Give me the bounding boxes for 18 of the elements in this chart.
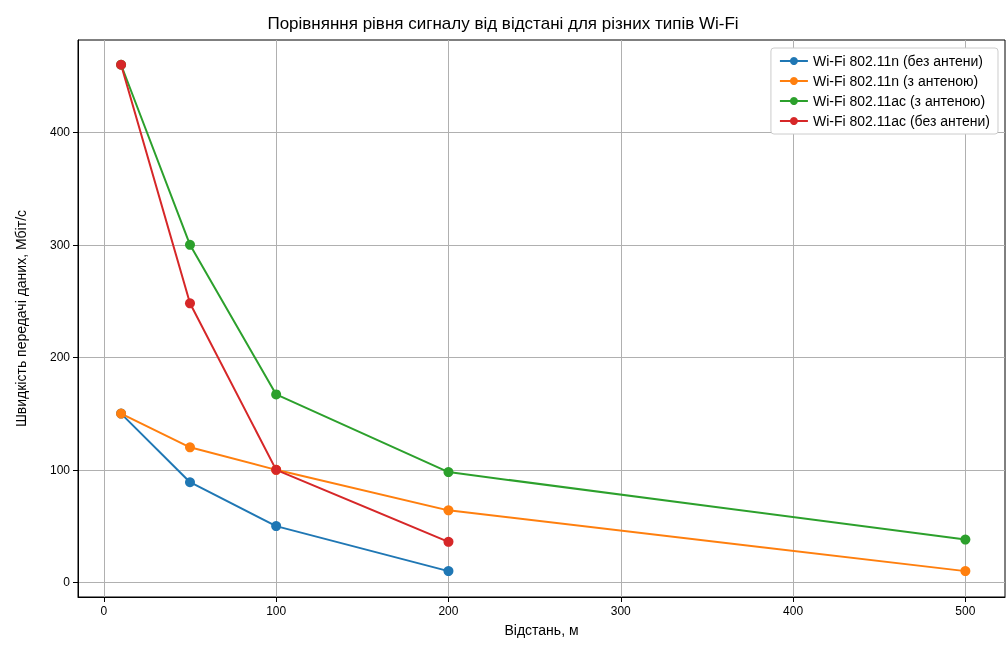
y-tick-label: 300: [49, 237, 71, 252]
x-axis-title: Відстань, м: [504, 622, 579, 638]
y-tick-label: 0: [63, 575, 71, 590]
legend-label: Wi-Fi 802.11n (без антени): [812, 53, 983, 69]
x-tick-label: 500: [955, 604, 976, 618]
legend-label: Wi-Fi 802.11ac (без антени): [812, 113, 990, 129]
x-tick-label: 300: [610, 604, 632, 618]
y-tick-label: 200: [49, 350, 71, 365]
legend-label: Wi-Fi 802.11ac (з антеною): [812, 93, 986, 109]
y-axis-title: Швидкість передачі даних, Мбіт/с: [13, 209, 29, 428]
legend-label: Wi-Fi 802.11n (з антеною): [812, 73, 979, 89]
y-tick-label: 100: [49, 462, 71, 477]
x-tick-label: 200: [438, 604, 459, 618]
x-tick-label: 400: [783, 604, 804, 618]
chart-title: Порівняння рівня сигналу від відстані для різних типів Wi-Fi: [267, 14, 739, 33]
x-tick-label: 0: [100, 604, 108, 618]
x-tick-label: 100: [266, 604, 287, 618]
y-tick-label: 400: [49, 125, 71, 140]
